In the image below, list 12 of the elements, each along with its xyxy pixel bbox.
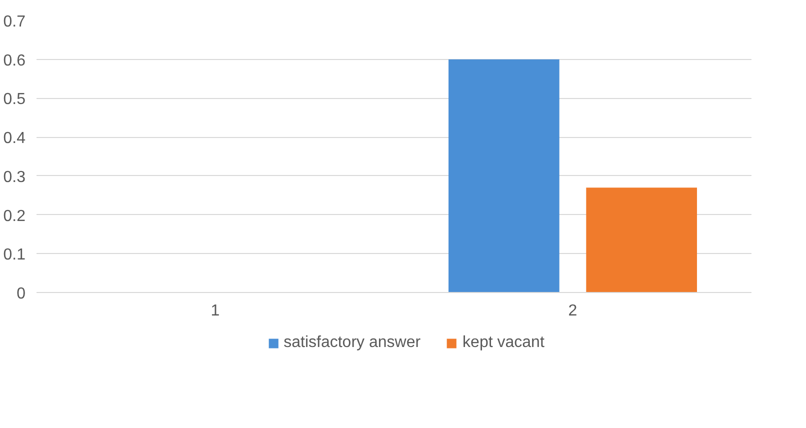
x-tick-label: 1 bbox=[210, 302, 220, 320]
y-tick-label: 0 bbox=[16, 286, 26, 302]
y-tick-label: 0.3 bbox=[3, 168, 26, 186]
y-tick-label: 0.1 bbox=[3, 246, 26, 264]
legend-label: satisfactory answer bbox=[284, 334, 421, 352]
y-tick-label: 0.7 bbox=[3, 14, 26, 30]
y-tick-label: 0.6 bbox=[3, 52, 26, 70]
y-tick-label: 0.2 bbox=[3, 208, 26, 225]
x-tick-label: 2 bbox=[568, 302, 578, 320]
legend-label: kept vacant bbox=[462, 334, 544, 352]
y-tick-label: 0.4 bbox=[3, 130, 26, 148]
y-tick-label: 0.5 bbox=[3, 91, 26, 108]
